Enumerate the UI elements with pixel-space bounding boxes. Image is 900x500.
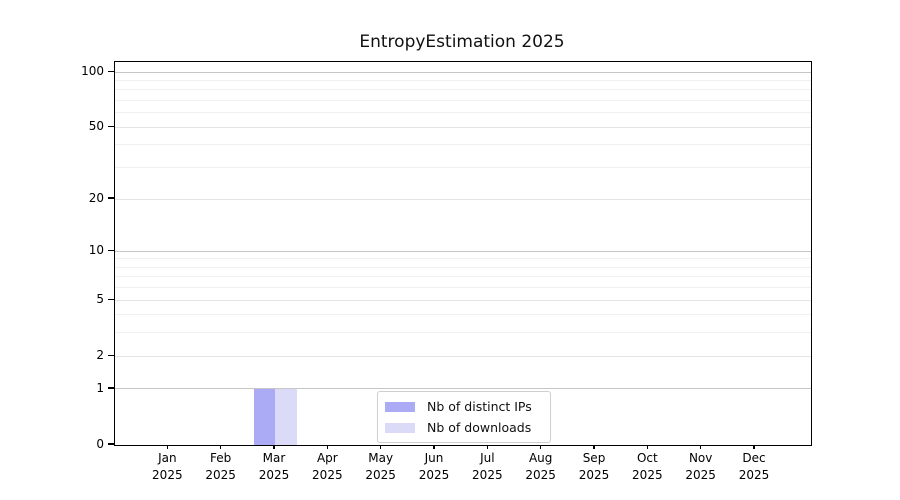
x-tick-month: May — [368, 451, 394, 465]
x-tick-month: Mar — [262, 451, 286, 465]
x-tick-year: 2025 — [578, 467, 610, 482]
bar-distinct-ips-mar — [253, 388, 275, 445]
chart-title: EntropyEstimation 2025 — [359, 32, 565, 52]
x-tick-year: 2025 — [152, 467, 183, 482]
x-tick-label-oct: Oct 2025 — [607, 450, 687, 483]
legend-swatch-downloads — [385, 422, 415, 433]
x-tick-month: Feb — [210, 451, 232, 465]
x-tick-year: 2025 — [472, 467, 503, 482]
x-tick-mark-jun — [433, 445, 435, 450]
x-tick-year: 2025 — [685, 467, 716, 482]
x-tick-label-aug: Aug 2025 — [501, 450, 581, 483]
x-tick-mark-aug — [540, 445, 542, 450]
x-tick-label-apr: Apr 2025 — [287, 450, 367, 483]
y-tick-label-5: 5 — [96, 292, 104, 307]
x-tick-year: 2025 — [365, 467, 396, 482]
legend-item-distinct-ips: Nb of distinct IPs — [385, 397, 532, 416]
gridline-y-2 — [115, 355, 811, 357]
x-tick-year: 2025 — [205, 467, 236, 482]
gridline-y-6 — [115, 287, 811, 289]
gridline-y-100 — [115, 71, 811, 73]
x-tick-year: 2025 — [632, 467, 663, 482]
gridline-y-80 — [115, 89, 811, 91]
gridline-y-50 — [115, 126, 811, 128]
legend-item-downloads: Nb of downloads — [385, 418, 532, 437]
y-tick-mark-10 — [107, 249, 114, 251]
legend: Nb of distinct IPs Nb of downloads — [377, 391, 551, 443]
gridline-y-10 — [115, 250, 811, 252]
legend-swatch-distinct-ips — [385, 401, 415, 412]
x-tick-year: 2025 — [312, 467, 343, 482]
x-tick-label-feb: Feb 2025 — [181, 450, 261, 483]
y-tick-label-0: 0 — [96, 437, 104, 451]
gridline-y-40 — [115, 144, 811, 146]
y-tick-label-10: 10 — [88, 243, 104, 258]
legend-label-distinct-ips: Nb of distinct IPs — [427, 399, 532, 414]
gridline-y-60 — [115, 112, 811, 114]
x-tick-mark-sep — [593, 445, 595, 450]
y-tick-mark-100 — [107, 70, 114, 72]
gridline-y-4 — [115, 314, 811, 316]
gridline-y-5 — [115, 299, 811, 301]
x-tick-mark-apr — [326, 445, 328, 450]
x-tick-mark-jan — [166, 445, 168, 450]
gridline-y-90 — [115, 80, 811, 82]
gridline-y-9 — [115, 258, 811, 260]
gridline-y-20 — [115, 198, 811, 200]
gridline-y-7 — [115, 276, 811, 278]
x-tick-label-may: May 2025 — [341, 450, 421, 483]
gridline-y-30 — [115, 167, 811, 169]
y-tick-label-50: 50 — [88, 119, 104, 134]
x-tick-label-jun: Jun 2025 — [394, 450, 474, 483]
x-tick-month: Jun — [424, 451, 444, 465]
x-tick-mark-mar — [273, 445, 275, 450]
x-tick-mark-feb — [220, 445, 222, 450]
x-tick-mark-dec — [753, 445, 755, 450]
y-tick-mark-5 — [107, 298, 114, 300]
y-tick-label-2: 2 — [96, 348, 104, 363]
x-tick-label-jul: Jul 2025 — [447, 450, 527, 483]
x-tick-month: Jul — [480, 451, 495, 465]
y-tick-mark-50 — [107, 125, 114, 127]
x-tick-label-dec: Dec 2025 — [714, 450, 794, 483]
bar-downloads-mar — [275, 388, 297, 445]
x-tick-year: 2025 — [418, 467, 450, 482]
y-tick-mark-2 — [107, 354, 114, 356]
x-tick-month: Apr — [316, 451, 338, 465]
gridline-y-1 — [115, 388, 811, 390]
x-tick-mark-oct — [646, 445, 648, 450]
x-tick-month: Sep — [582, 451, 606, 465]
x-tick-label-mar: Mar 2025 — [234, 450, 314, 483]
x-tick-year: 2025 — [738, 467, 770, 482]
x-tick-month: Jan — [158, 451, 177, 465]
x-tick-label-jan: Jan 2025 — [127, 450, 207, 483]
y-tick-mark-1 — [107, 387, 114, 389]
x-tick-month: Oct — [636, 451, 658, 465]
y-tick-label-1: 1 — [96, 380, 104, 395]
x-tick-mark-may — [380, 445, 382, 450]
y-tick-mark-0 — [107, 443, 114, 445]
x-tick-label-nov: Nov 2025 — [661, 450, 741, 483]
plot-area: Nb of distinct IPs Nb of downloads — [114, 61, 812, 446]
x-tick-year: 2025 — [258, 467, 290, 482]
x-tick-month: Aug — [528, 451, 553, 465]
gridline-y-3 — [115, 332, 811, 334]
y-tick-mark-20 — [107, 197, 114, 199]
x-tick-mark-jul — [486, 445, 488, 450]
gridline-y-70 — [115, 100, 811, 102]
x-tick-month: Nov — [688, 451, 713, 465]
x-tick-year: 2025 — [525, 467, 556, 482]
legend-label-downloads: Nb of downloads — [427, 420, 532, 435]
gridline-y-8 — [115, 266, 811, 268]
y-tick-label-100: 100 — [81, 64, 104, 79]
x-tick-month: Dec — [742, 451, 766, 465]
x-tick-label-sep: Sep 2025 — [554, 450, 634, 483]
y-tick-label-20: 20 — [88, 191, 104, 206]
x-tick-mark-nov — [700, 445, 702, 450]
